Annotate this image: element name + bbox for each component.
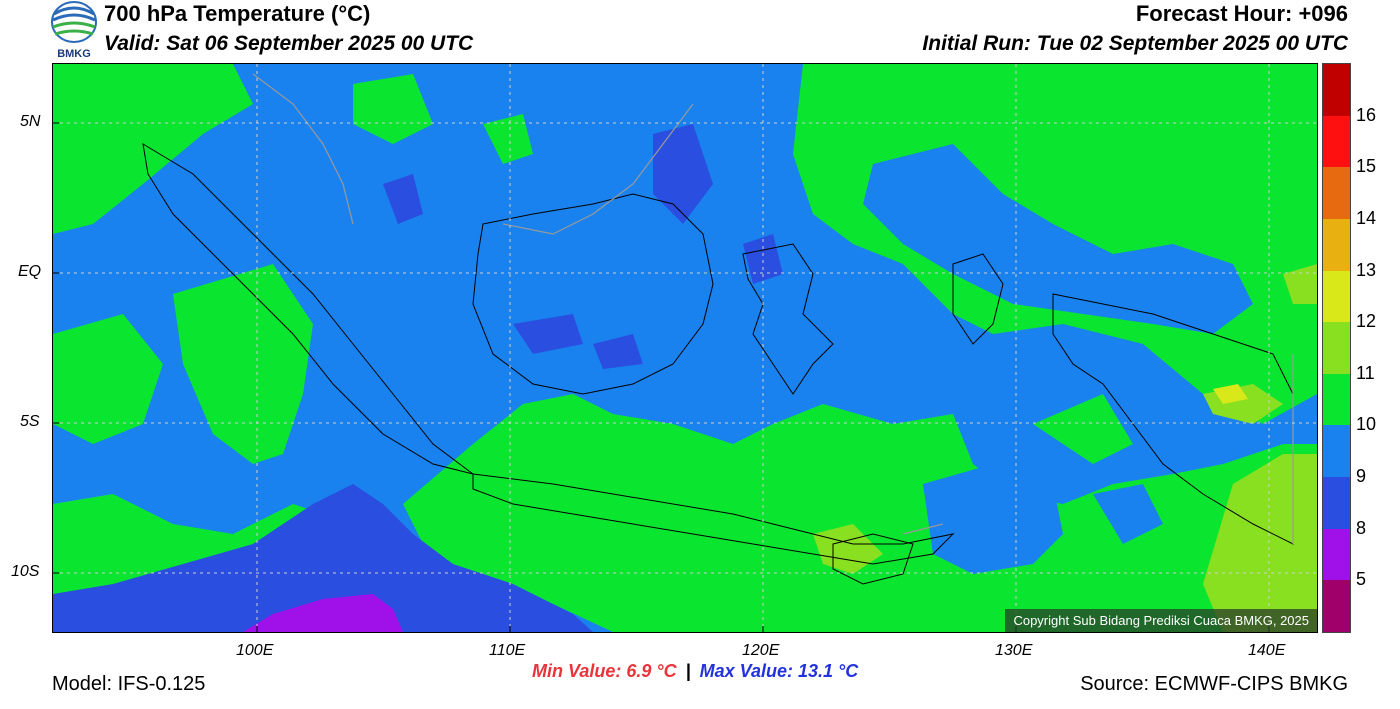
field-12 <box>813 264 1317 632</box>
colorbar-label: 11 <box>1356 362 1375 383</box>
colorbar-segment <box>1323 528 1350 581</box>
colorbar-label: 15 <box>1356 156 1377 177</box>
forecast-hour: Forecast Hour: +096 <box>1135 1 1348 26</box>
lon-label-140e: 140E <box>1248 642 1286 659</box>
max-value: Max Value: 13.1 °C <box>699 661 859 681</box>
boundaries <box>252 73 1294 544</box>
colorbar-segment <box>1323 167 1350 219</box>
lon-label-110e: 110E <box>489 642 526 659</box>
lat-label-10s: 10S <box>11 563 40 580</box>
lon-label-100e: 100E <box>236 642 274 659</box>
colorbar-label: 16 <box>1356 104 1377 125</box>
temperature-map: Copyright Sub Bidang Prediksi Cuaca BMKG… <box>52 63 1318 633</box>
colorbar-segment <box>1323 115 1350 168</box>
colorbar-label: 13 <box>1356 259 1377 280</box>
map-canvas <box>53 64 1317 632</box>
colorbar-label: 9 <box>1356 466 1367 487</box>
field-8 <box>243 594 403 632</box>
colorbar-label: 12 <box>1356 311 1377 332</box>
colorbar-segment <box>1323 477 1350 529</box>
initial-run: Initial Run: Tue 02 September 2025 00 UT… <box>922 32 1348 55</box>
colorbar-label: 10 <box>1356 414 1377 435</box>
colorbar-segment <box>1323 580 1350 632</box>
field-9 <box>53 124 783 632</box>
value-separator: | <box>685 661 691 681</box>
valid-time: Valid: Sat 06 September 2025 00 UTC <box>104 32 474 55</box>
colorbar-segment <box>1323 322 1350 374</box>
coastlines <box>142 143 1294 585</box>
colorbar-segment <box>1323 218 1350 271</box>
field-13 <box>1213 384 1248 404</box>
lon-label-130e: 130E <box>995 642 1033 659</box>
colorbar-label: 14 <box>1356 207 1377 228</box>
lat-label-5n: 5N <box>20 113 41 130</box>
map-grid <box>53 64 1317 632</box>
copyright-notice: Copyright Sub Bidang Prediksi Cuaca BMKG… <box>1005 609 1317 632</box>
colorbar-segment <box>1323 425 1350 478</box>
colorbar-segment <box>1323 64 1350 116</box>
colorbar-label: 8 <box>1356 517 1367 538</box>
lon-label-120e: 120E <box>742 642 780 659</box>
min-value: Min Value: 6.9 °C <box>532 661 677 681</box>
model-label: Model: IFS-0.125 <box>52 673 206 695</box>
colorbar <box>1322 63 1351 633</box>
source-label: Source: ECMWF-CIPS BMKG <box>1080 673 1348 695</box>
field-10-patches <box>863 144 1253 574</box>
colorbar-segment <box>1323 373 1350 426</box>
colorbar-label: 5 <box>1356 569 1367 590</box>
min-max-values: Min Value: 6.9 °C | Max Value: 13.1 °C <box>532 661 858 682</box>
page-title: 700 hPa Temperature (°C) <box>104 1 371 26</box>
bmkg-logo: BMKG <box>50 0 100 60</box>
logo-text: BMKG <box>57 48 91 60</box>
colorbar-segment <box>1323 270 1350 323</box>
lat-label-5s: 5S <box>20 413 40 430</box>
lat-label-eq: EQ <box>18 263 42 280</box>
